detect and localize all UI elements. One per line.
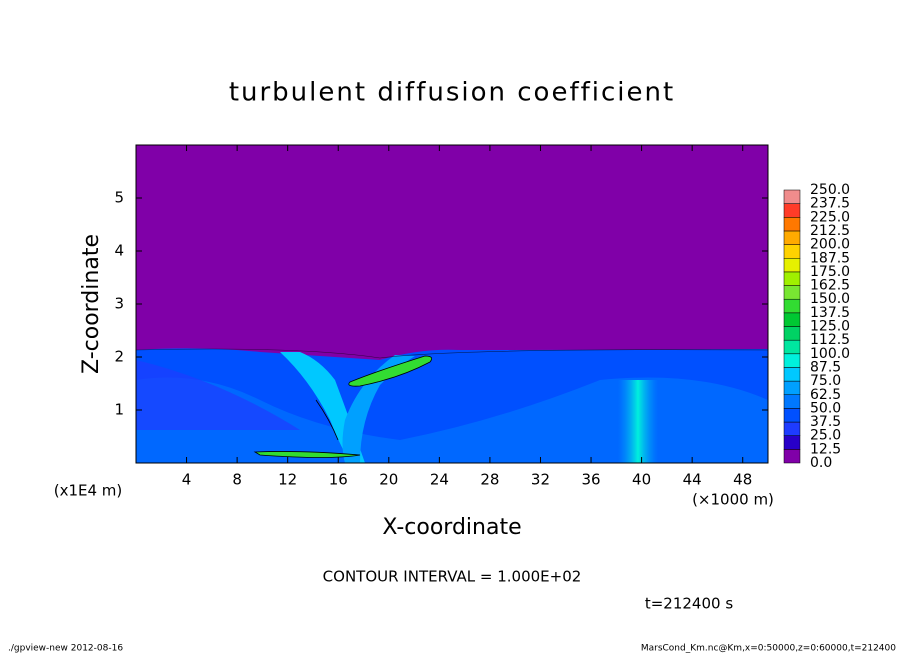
colorbar-label: 200.0 (810, 237, 850, 253)
colorbar-segment (783, 271, 801, 286)
field-feature (342, 355, 415, 463)
x-tick-label: 8 (232, 471, 242, 489)
colorbar-label: 100.0 (810, 346, 850, 362)
y-tick-label: 5 (114, 189, 124, 207)
colorbar-segment (783, 298, 801, 314)
x-tick-label: 36 (581, 471, 600, 489)
footer-right: MarsCond_Km.nc@Km,x=0:50000,z=0:60000,t=… (641, 644, 896, 654)
x-axis-label: X-coordinate (382, 515, 521, 540)
colorbar-label: 62.5 (810, 387, 841, 403)
y-tick-label: 1 (114, 401, 124, 419)
colorbar-label: 162.5 (810, 278, 850, 294)
x-tick-label: 12 (278, 471, 297, 489)
x-tick-label: 32 (531, 471, 550, 489)
y-tick-label: 2 (114, 348, 124, 366)
colorbar-segment (783, 449, 801, 464)
field-feature (618, 380, 658, 463)
colorbar-segment (783, 367, 801, 382)
colorbar-label: 212.5 (810, 223, 850, 239)
colorbar-segment (783, 244, 801, 259)
colorbar-segment (783, 230, 801, 245)
colorbar-segment (783, 189, 801, 204)
colorbar-segment (783, 394, 801, 409)
footer-left: ./gpview-new 2012-08-16 (8, 644, 123, 654)
colorbar-segment (783, 203, 801, 218)
colorbar-label: 0.0 (810, 455, 832, 471)
colorbar-label: 112.5 (810, 332, 850, 348)
field-region (136, 360, 300, 430)
colorbar-segment (783, 285, 801, 300)
colorbar-segment (783, 353, 801, 368)
contour-interval: CONTOUR INTERVAL = 1.000E+02 (323, 568, 582, 586)
x-tick-label: 28 (480, 471, 499, 489)
colorbar-segment (783, 312, 801, 327)
x-tick-label: 24 (430, 471, 449, 489)
colorbar-segment (783, 326, 801, 341)
y-tick-label: 3 (114, 295, 124, 313)
x-tick-label: 48 (733, 471, 752, 489)
colorbar-segment (783, 421, 801, 436)
colorbar-label: 37.5 (810, 414, 841, 430)
colorbar-label: 50.0 (810, 400, 841, 416)
y-tick-label: 4 (114, 242, 124, 260)
colorbar-label: 75.0 (810, 373, 841, 389)
time-label: t=212400 s (645, 595, 733, 613)
colorbar-label: 12.5 (810, 441, 841, 457)
colorbar-label: 137.5 (810, 305, 850, 321)
x-tick-label: 44 (683, 471, 702, 489)
y-unit: (x1E4 m) (54, 482, 123, 500)
colorbar-label: 87.5 (810, 359, 841, 375)
y-axis-label: Z-coordinate (79, 234, 104, 374)
colorbar-label: 25.0 (810, 428, 841, 444)
colorbar-label: 250.0 (810, 182, 850, 198)
contour-field (136, 145, 768, 463)
colorbar-label: 150.0 (810, 291, 850, 307)
colorbar-segment (783, 217, 801, 232)
field-contour (315, 399, 339, 441)
x-tick-label: 16 (329, 471, 348, 489)
x-unit: (×1000 m) (692, 491, 774, 509)
colorbar-label: 187.5 (810, 250, 850, 266)
field-contour (136, 348, 768, 359)
colorbar-segment (783, 435, 801, 450)
colorbar-segment (783, 339, 801, 355)
colorbar-segment (783, 258, 801, 273)
field-region (136, 377, 768, 463)
x-tick-label: 4 (182, 471, 192, 489)
colorbar-label: 225.0 (810, 209, 850, 225)
field-feature (348, 355, 433, 387)
field-feature (253, 451, 361, 458)
colorbar-label: 237.5 (810, 196, 850, 212)
chart-title: turbulent diffusion coefficient (229, 78, 675, 108)
colorbar-label: 175.0 (810, 264, 850, 280)
x-tick-label: 20 (379, 471, 398, 489)
colorbar-segment (783, 380, 801, 396)
x-tick-label: 40 (632, 471, 651, 489)
colorbar-segment (783, 408, 801, 423)
colorbar-label: 125.0 (810, 319, 850, 335)
